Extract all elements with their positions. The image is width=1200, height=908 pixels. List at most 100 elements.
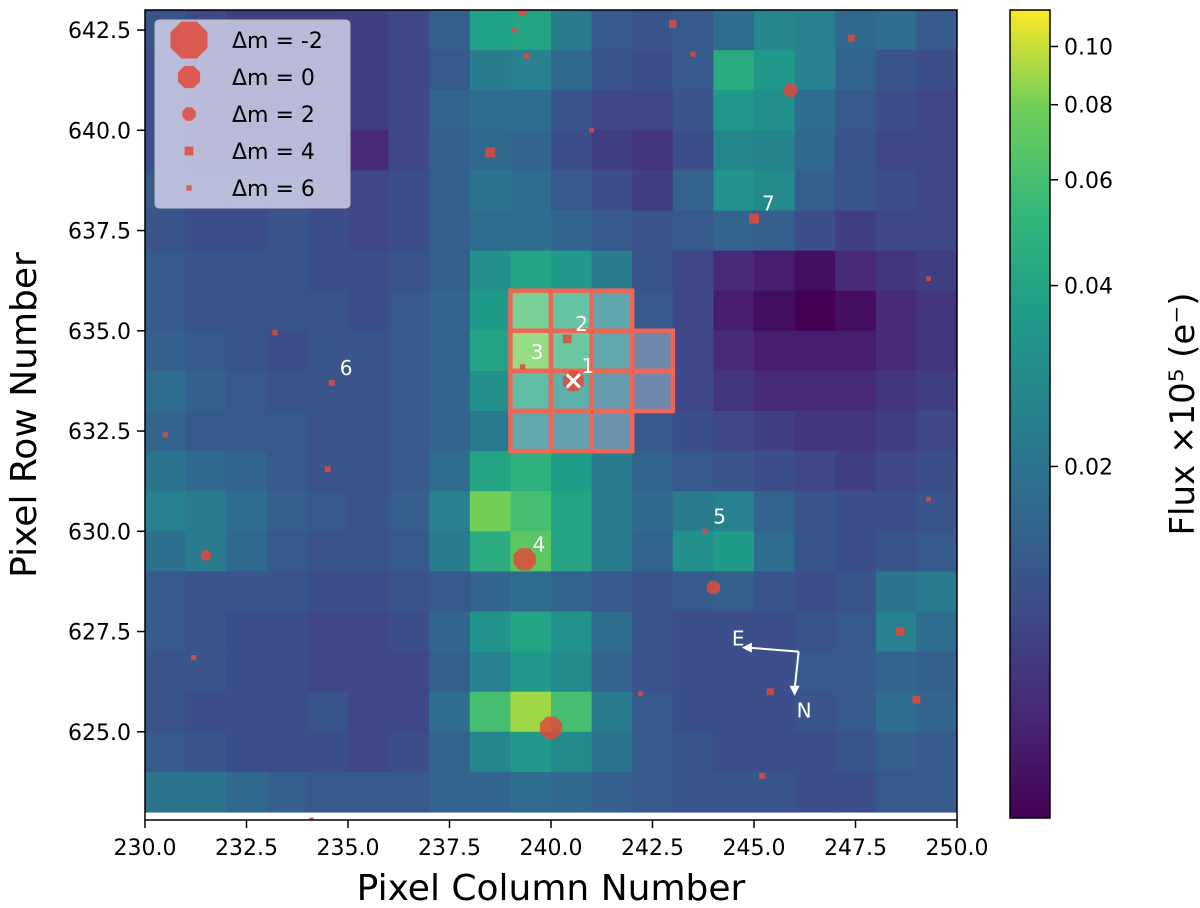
heatmap-cell bbox=[510, 611, 552, 653]
heatmap-cell bbox=[429, 491, 471, 532]
star-marker bbox=[637, 691, 643, 697]
heatmap-cell bbox=[672, 651, 714, 693]
heatmap-cell bbox=[307, 370, 349, 412]
heatmap-cell bbox=[916, 210, 957, 252]
heatmap-cell bbox=[469, 210, 511, 252]
heatmap-cell bbox=[672, 330, 714, 372]
heatmap-cell bbox=[672, 290, 714, 332]
heatmap-cell bbox=[754, 531, 796, 572]
heatmap-cell bbox=[429, 290, 471, 332]
heatmap-cell bbox=[388, 10, 430, 51]
star-markers: 1 2 3 4 5 6 7 × bbox=[162, 10, 931, 820]
heatmap-cell bbox=[226, 290, 268, 332]
heatmap-cell bbox=[672, 691, 714, 733]
aperture-pixel bbox=[589, 328, 635, 374]
heatmap-cell bbox=[145, 691, 187, 733]
colorbar-gradient bbox=[1010, 10, 1050, 818]
heatmap-cell bbox=[388, 691, 430, 733]
heatmap-cell bbox=[551, 731, 593, 773]
heatmap-cell bbox=[632, 130, 674, 171]
heatmap-cell bbox=[713, 651, 755, 693]
heatmap-cell bbox=[429, 210, 471, 252]
heatmap-cell bbox=[551, 651, 593, 693]
heatmap-cell bbox=[226, 330, 268, 372]
star-label: 6 bbox=[340, 356, 353, 380]
heatmap-cell bbox=[591, 771, 633, 813]
star-marker bbox=[200, 550, 212, 561]
heatmap-cell bbox=[835, 531, 877, 572]
heatmap-cell bbox=[713, 771, 755, 813]
heatmap-cell bbox=[510, 210, 552, 252]
heatmap-cell bbox=[835, 50, 877, 91]
heatmap-cell bbox=[794, 210, 836, 252]
heatmap-cell bbox=[632, 611, 674, 653]
heatmap-cell bbox=[754, 210, 796, 252]
aperture-pixel bbox=[508, 368, 554, 414]
heatmap-cell bbox=[429, 90, 471, 131]
heatmap-cell bbox=[672, 170, 714, 212]
heatmap-cell bbox=[307, 731, 349, 773]
heatmap-cell bbox=[388, 651, 430, 693]
heatmap-cell bbox=[875, 10, 917, 51]
heatmap-cell bbox=[388, 130, 430, 171]
y-tick-label: 640.0 bbox=[68, 119, 131, 144]
colorbar-tick-label: 0.06 bbox=[1064, 169, 1113, 194]
heatmap-cell bbox=[875, 210, 917, 252]
heatmap-cell bbox=[388, 491, 430, 532]
heatmap-cell bbox=[429, 250, 471, 292]
heatmap-cell bbox=[551, 50, 593, 91]
heatmap-cell bbox=[185, 410, 227, 452]
heatmap-cell bbox=[916, 10, 957, 51]
heatmap-cell bbox=[266, 531, 308, 572]
heatmap-cell bbox=[145, 290, 187, 332]
heatmap-cell bbox=[469, 451, 511, 492]
heatmap-cell bbox=[875, 571, 917, 613]
heatmap-cell bbox=[794, 50, 836, 91]
heatmap-cell bbox=[388, 531, 430, 572]
star-marker bbox=[539, 716, 563, 739]
star-marker bbox=[524, 53, 530, 59]
heatmap-cell bbox=[591, 250, 633, 292]
colorbar-frame bbox=[1009, 9, 1051, 819]
heatmap-cell bbox=[145, 250, 187, 292]
heatmap-cell bbox=[632, 330, 674, 372]
heatmap-cell bbox=[916, 330, 957, 372]
heatmap-cell bbox=[510, 10, 552, 51]
colorbar-tick-label: 0.10 bbox=[1064, 35, 1113, 60]
heatmap-cell bbox=[226, 771, 268, 813]
heatmap-cell bbox=[551, 170, 593, 212]
heatmap-cell bbox=[510, 170, 552, 212]
heatmap-cell bbox=[266, 451, 308, 492]
x-tick-label: 245.0 bbox=[723, 836, 786, 861]
heatmap-cell bbox=[145, 611, 187, 653]
star-marker bbox=[668, 20, 677, 28]
heatmap-cell bbox=[307, 410, 349, 452]
aperture-pixel bbox=[589, 368, 635, 414]
heatmap-cell bbox=[916, 691, 957, 733]
heatmap-cell bbox=[713, 170, 755, 212]
heatmap-cell bbox=[307, 611, 349, 653]
heatmap-cell bbox=[591, 290, 633, 332]
heatmap-cell bbox=[348, 691, 390, 733]
heatmap-cell bbox=[916, 250, 957, 292]
heatmap-cell bbox=[469, 771, 511, 813]
heatmap-cell bbox=[672, 250, 714, 292]
legend-marker bbox=[186, 185, 192, 191]
heatmap-cell bbox=[551, 451, 593, 492]
y-tick-label: 627.5 bbox=[68, 621, 131, 646]
heatmap-cell bbox=[185, 210, 227, 252]
legend-marker bbox=[184, 146, 194, 156]
heatmap-cell bbox=[307, 250, 349, 292]
heatmap-cell bbox=[348, 651, 390, 693]
heatmap-cell bbox=[754, 731, 796, 773]
colorbar-tick-label: 0.04 bbox=[1064, 275, 1113, 300]
heatmap-cell bbox=[469, 571, 511, 613]
heatmap-cell bbox=[388, 370, 430, 412]
heatmap-cell bbox=[469, 691, 511, 733]
heatmap-cell bbox=[226, 571, 268, 613]
heatmap-cell bbox=[348, 731, 390, 773]
heatmap-cell bbox=[591, 370, 633, 412]
heatmap-cell bbox=[713, 370, 755, 412]
heatmap-cell bbox=[632, 90, 674, 131]
heatmap-cell bbox=[145, 451, 187, 492]
